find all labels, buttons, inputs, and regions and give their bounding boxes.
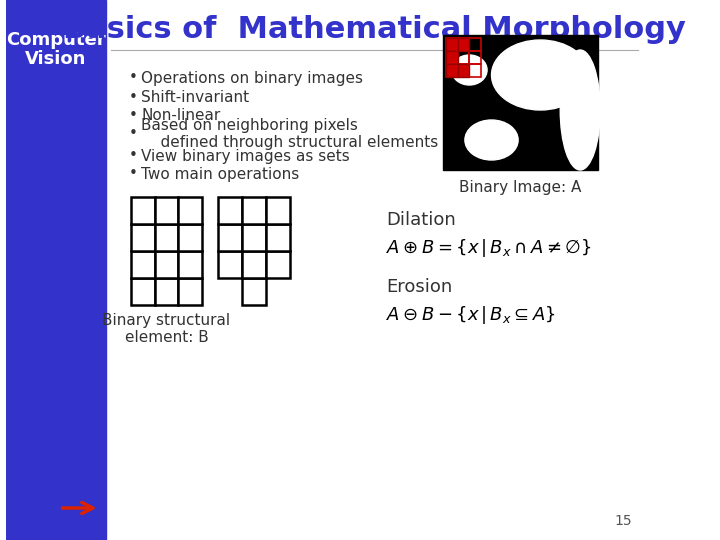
Bar [155, 251, 179, 278]
Bar [179, 224, 202, 251]
Bar [458, 51, 469, 64]
Text: View binary images as sets: View binary images as sets [141, 148, 350, 164]
Bar [446, 64, 458, 77]
Bar [130, 224, 155, 251]
Text: •: • [129, 71, 138, 85]
Bar [218, 251, 243, 278]
Bar [243, 251, 266, 278]
Bar [155, 278, 179, 305]
Text: Binary structural
element: B: Binary structural element: B [102, 313, 230, 346]
Bar [458, 64, 469, 77]
Text: Shift-invariant: Shift-invariant [141, 90, 249, 105]
Bar [266, 251, 290, 278]
Bar [179, 278, 202, 305]
Text: $A \ominus B - \{x\,|\,B_x \subseteq A\}$: $A \ominus B - \{x\,|\,B_x \subseteq A\}… [386, 304, 556, 326]
Bar [155, 197, 179, 224]
Text: $A \oplus B = \{x\,|\,B_x \cap A \neq \emptyset\}$: $A \oplus B = \{x\,|\,B_x \cap A \neq \e… [386, 237, 592, 259]
Text: Two main operations: Two main operations [141, 166, 300, 181]
Bar [458, 38, 469, 51]
Text: •: • [129, 109, 138, 124]
Text: •: • [129, 166, 138, 181]
Bar [130, 251, 155, 278]
Text: Vision: Vision [25, 50, 87, 68]
Bar [130, 278, 155, 305]
Bar [469, 64, 481, 77]
Ellipse shape [465, 120, 518, 160]
Bar [243, 224, 266, 251]
Bar [218, 197, 243, 224]
Text: Non-linear: Non-linear [141, 109, 220, 124]
Bar [443, 35, 598, 170]
Bar [218, 224, 243, 251]
Bar [469, 38, 481, 51]
Text: Binary Image: A: Binary Image: A [459, 180, 581, 195]
Ellipse shape [451, 55, 487, 85]
Bar [458, 64, 469, 77]
Bar [130, 197, 155, 224]
Bar [446, 51, 458, 64]
Text: Basics of  Mathematical Morphology: Basics of Mathematical Morphology [63, 16, 686, 44]
Text: •: • [129, 148, 138, 164]
Bar [446, 38, 458, 51]
Text: Computer: Computer [6, 31, 106, 49]
Bar [243, 278, 266, 305]
Ellipse shape [560, 50, 600, 170]
Bar [458, 38, 469, 51]
Bar [243, 197, 266, 224]
Bar [446, 38, 458, 51]
Bar [179, 197, 202, 224]
Bar [469, 51, 481, 64]
Text: Dilation: Dilation [386, 211, 456, 229]
Text: 15: 15 [614, 514, 631, 528]
Bar [179, 251, 202, 278]
Text: •: • [129, 90, 138, 105]
Text: Erosion: Erosion [386, 278, 452, 296]
Text: •: • [129, 126, 138, 141]
Bar [6, 0, 106, 540]
Text: Based on neighboring pixels
    defined through structural elements: Based on neighboring pixels defined thro… [141, 118, 438, 150]
Bar [266, 224, 290, 251]
Bar [155, 224, 179, 251]
Text: Operations on binary images: Operations on binary images [141, 71, 363, 85]
Ellipse shape [492, 40, 589, 110]
Bar [266, 197, 290, 224]
Bar [446, 51, 458, 64]
Bar [446, 64, 458, 77]
